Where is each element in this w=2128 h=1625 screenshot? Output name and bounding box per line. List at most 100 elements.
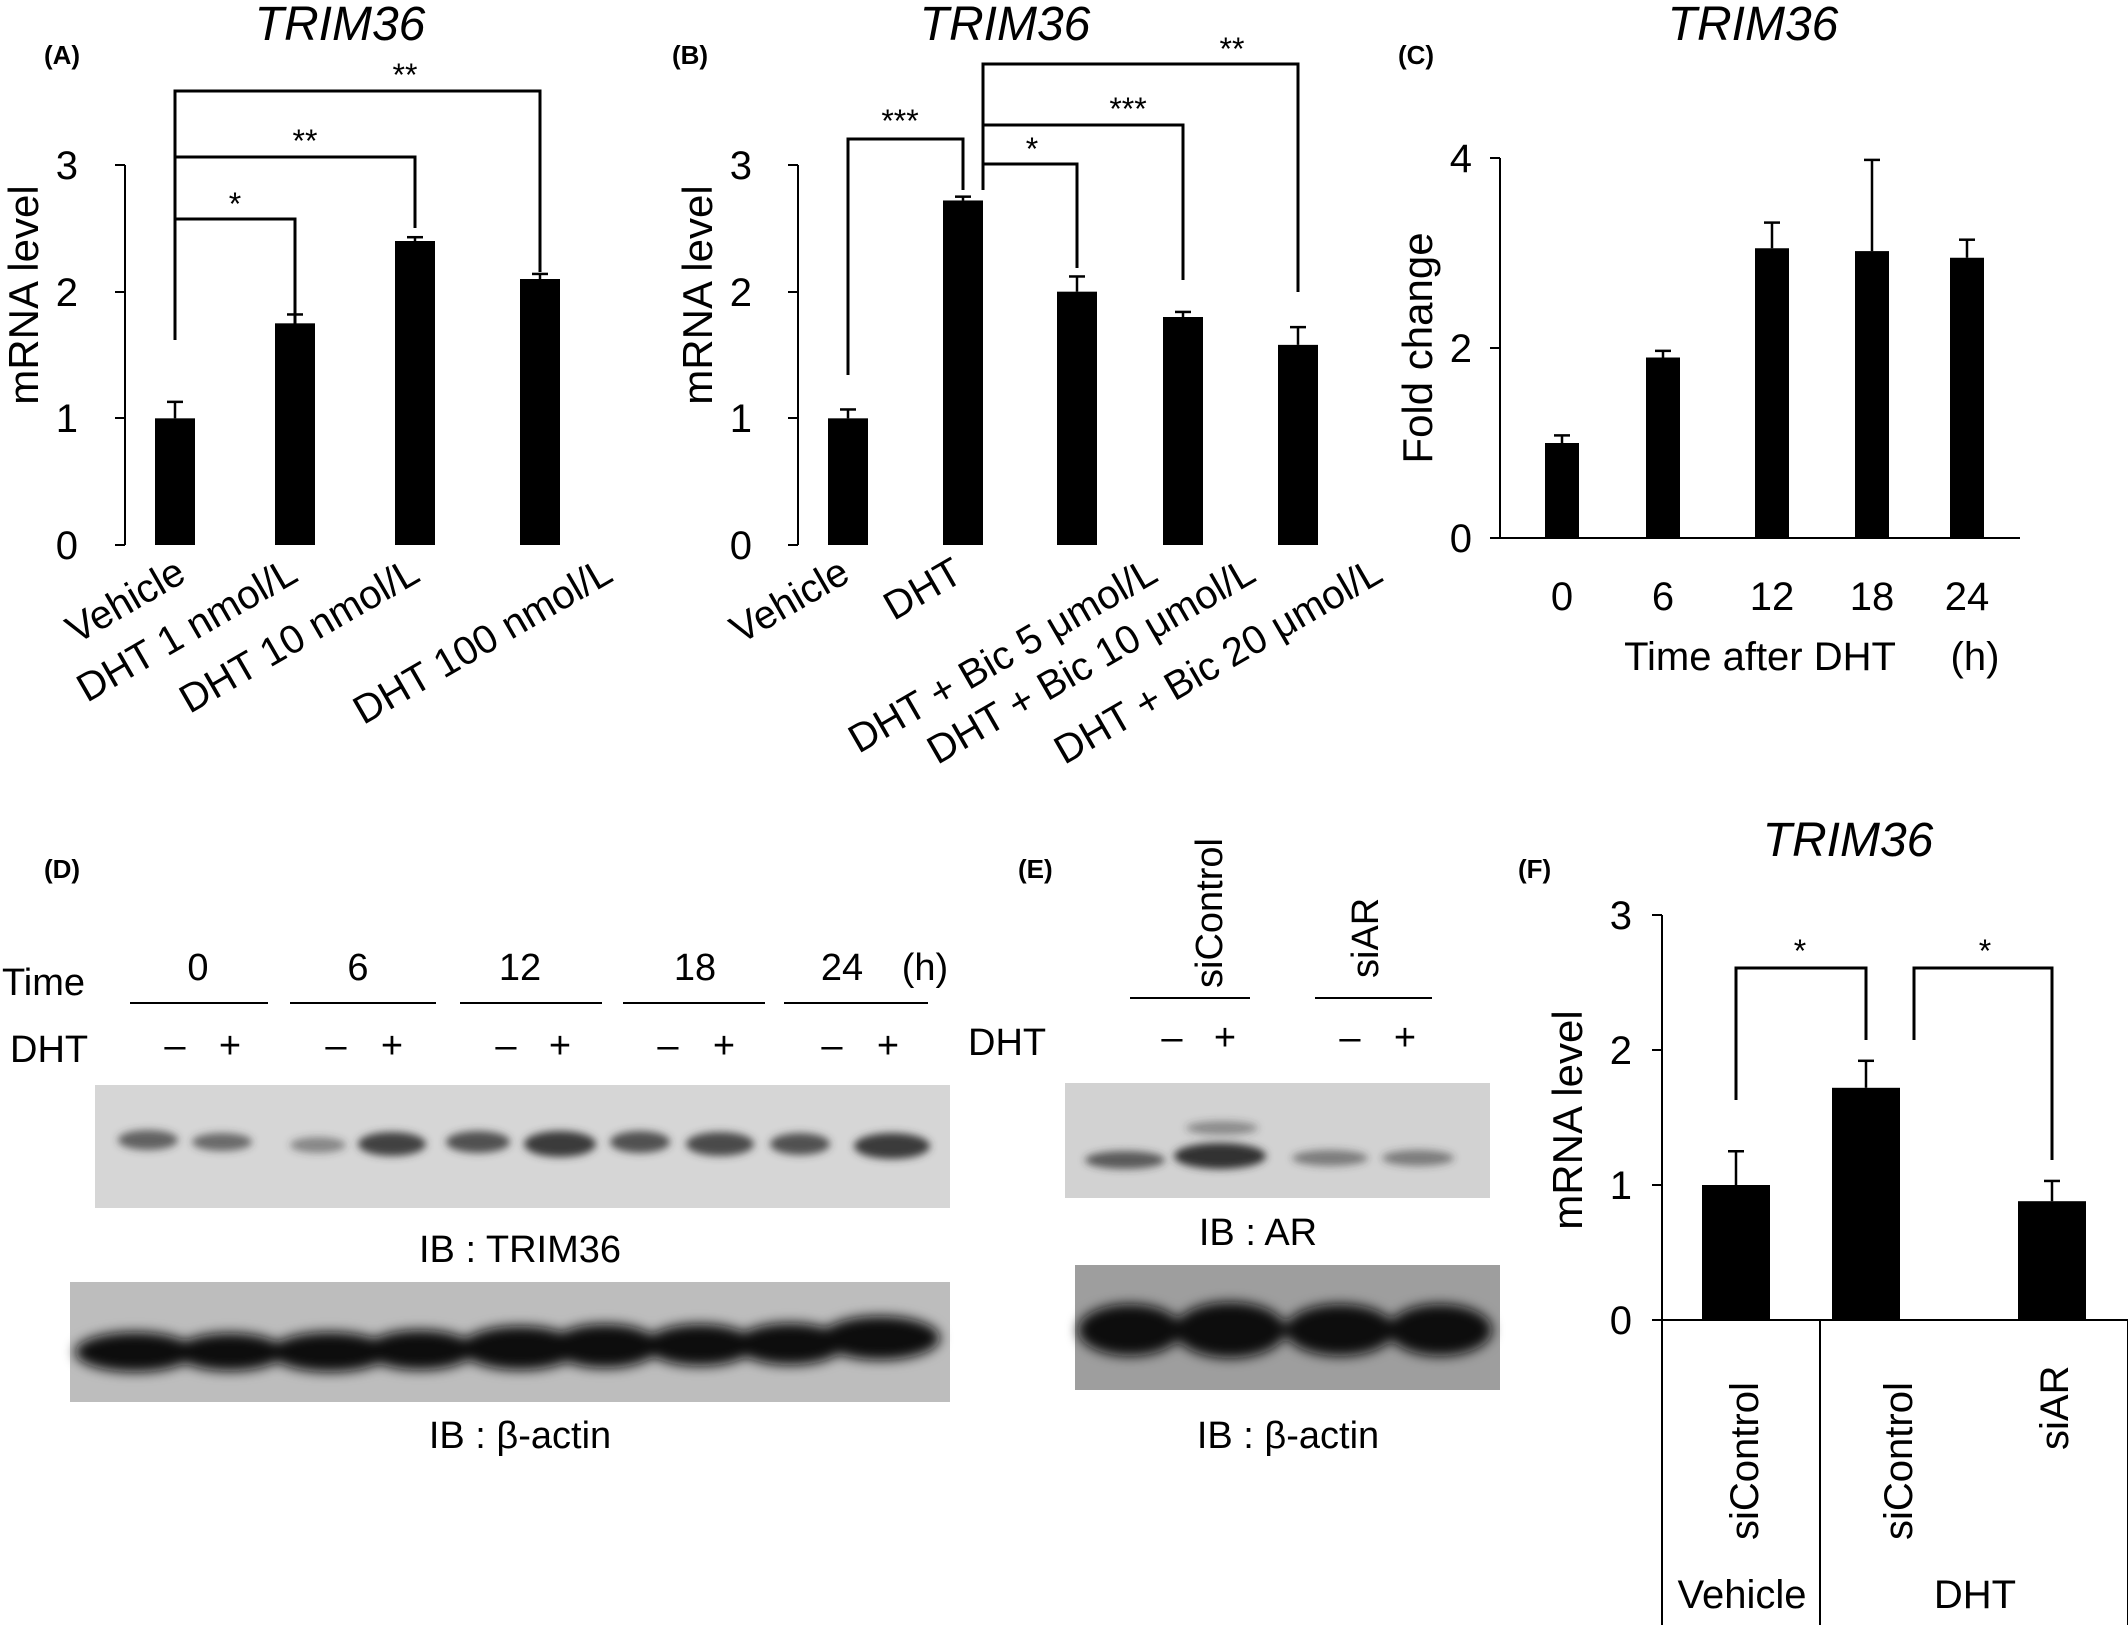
y-tick-label: 2	[1610, 1029, 1632, 1073]
bar	[1832, 1087, 1900, 1320]
band	[358, 1132, 426, 1156]
band	[75, 1332, 195, 1372]
timepoint-label: 0	[187, 947, 208, 989]
significance-label: *	[229, 186, 241, 222]
plus-sign: +	[1214, 1017, 1236, 1059]
bar	[1278, 344, 1318, 545]
y-tick-label: 1	[56, 397, 78, 441]
category-label: 12	[1750, 575, 1795, 619]
panel-d: (D) Time DHT 0 6 12 18 24 (h) – + – + – …	[2, 854, 950, 1457]
y-tick-label: 3	[730, 144, 752, 188]
band	[610, 1131, 670, 1153]
panel-e-label: (E)	[1018, 854, 1053, 884]
panel-b: (B) TRIM36 mRNA level 0 1 2 3 Vehicle DH…	[672, 0, 1390, 773]
band	[1186, 1121, 1258, 1135]
y-tick-label: 1	[730, 397, 752, 441]
plus-sign: +	[219, 1025, 241, 1067]
plus-sign: +	[713, 1025, 735, 1067]
band	[1388, 1304, 1492, 1356]
panel-b-bars	[828, 195, 1318, 545]
panel-f: (F) TRIM36 mRNA level 0 1 2 3 * * siCont…	[1518, 814, 2128, 1625]
band	[770, 1133, 830, 1155]
panel-f-bars	[1702, 1059, 2086, 1320]
timepoint-label: 18	[674, 947, 716, 989]
band	[270, 1332, 390, 1372]
band	[524, 1131, 596, 1157]
panel-a-ticks: 0 1 2 3	[56, 144, 125, 568]
blot-trim36	[95, 1085, 950, 1208]
band	[1292, 1150, 1368, 1166]
band	[645, 1324, 755, 1366]
panel-a-bars	[155, 235, 560, 545]
panel-a-category-labels: Vehicle DHT 1 nmol/L DHT 10 nmol/L DHT 1…	[59, 550, 620, 733]
bar	[1545, 443, 1579, 538]
panel-c-title: TRIM36	[1668, 0, 1839, 51]
plus-sign: +	[877, 1025, 899, 1067]
group-label-sicontrol: siControl	[1189, 838, 1231, 988]
significance-bracket	[846, 137, 965, 375]
bar	[1057, 291, 1097, 545]
panel-b-category-labels: Vehicle DHT DHT + Bic 5 μmol/L DHT + Bic…	[723, 550, 1390, 773]
y-tick-label: 2	[730, 271, 752, 315]
category-label: 24	[1945, 575, 1990, 619]
band	[1078, 1304, 1182, 1356]
bar	[155, 418, 195, 545]
y-tick-label: 3	[56, 144, 78, 188]
panel-a-ylabel: mRNA level	[0, 185, 47, 404]
dht-label: DHT	[968, 1022, 1046, 1064]
category-label: siControl	[1723, 1382, 1767, 1540]
significance-label: ***	[881, 103, 918, 139]
minus-sign: –	[1161, 1017, 1183, 1059]
band	[820, 1316, 940, 1360]
y-tick-label: 2	[56, 271, 78, 315]
y-tick-label: 0	[56, 524, 78, 568]
band	[1285, 1304, 1395, 1356]
bar	[1646, 357, 1680, 538]
bar	[1855, 251, 1889, 538]
plus-sign: +	[549, 1025, 571, 1067]
significance-bracket	[1734, 966, 1868, 1100]
y-tick-label: 0	[730, 524, 752, 568]
panel-f-group-table: siControl siControl siAR Vehicle DHT	[1661, 1320, 2128, 1625]
band	[446, 1131, 510, 1153]
unit-label: (h)	[902, 947, 948, 989]
band	[1382, 1150, 1454, 1166]
band	[192, 1133, 252, 1151]
panel-c-category-labels: 0 6 12 18 24	[1551, 575, 1989, 619]
band	[175, 1333, 285, 1371]
y-tick-label: 1	[1610, 1164, 1632, 1208]
panel-c-bars	[1545, 158, 1984, 538]
panel-b-ylabel: mRNA level	[674, 185, 721, 404]
y-tick-label: 0	[1450, 517, 1472, 561]
minus-sign: –	[821, 1025, 843, 1067]
bar	[1163, 317, 1203, 545]
band	[686, 1132, 754, 1156]
significance-bracket	[173, 89, 542, 272]
significance-label: *	[1026, 131, 1038, 167]
blot-actin-d-label: IB : β-actin	[429, 1415, 611, 1457]
blot-ar-label: IB : AR	[1199, 1212, 1317, 1254]
panel-f-label: (F)	[1518, 854, 1551, 884]
panel-f-ylabel: mRNA level	[1544, 1010, 1591, 1229]
bar	[1950, 257, 1984, 538]
significance-bracket	[981, 123, 1185, 280]
band	[1174, 1302, 1286, 1358]
panel-c-xlabel: Time after DHT	[1624, 635, 1896, 679]
panel-b-title: TRIM36	[920, 0, 1091, 51]
panel-d-label: (D)	[44, 854, 80, 884]
timepoint-label: 6	[347, 947, 368, 989]
panel-e: (E) siControl siAR DHT – + – + IB : AR	[968, 838, 1500, 1457]
category-label: 6	[1652, 575, 1674, 619]
blot-actin-e-label: IB : β-actin	[1197, 1415, 1379, 1457]
bar	[828, 418, 868, 545]
band	[118, 1130, 178, 1150]
y-tick-label: 4	[1450, 137, 1472, 181]
category-label: 18	[1850, 575, 1895, 619]
bar	[943, 200, 983, 545]
significance-bracket	[981, 62, 1300, 292]
y-tick-label: 0	[1610, 1299, 1632, 1343]
panel-c-xunit: (h)	[1951, 635, 2000, 679]
panel-a-label: (A)	[44, 40, 80, 70]
timepoint-label: 12	[499, 947, 541, 989]
panel-a-significance: * ** **	[173, 57, 542, 345]
